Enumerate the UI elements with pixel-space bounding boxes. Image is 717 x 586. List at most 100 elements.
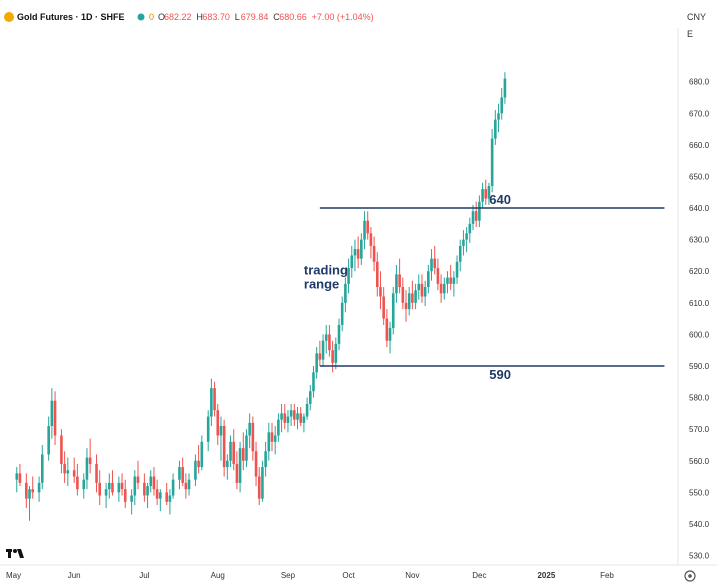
ohlc-label-o: O bbox=[158, 12, 165, 22]
level-lines: 640 590 bbox=[319, 192, 665, 382]
candle bbox=[178, 460, 181, 490]
candle bbox=[82, 473, 86, 499]
candle bbox=[471, 204, 475, 231]
candle bbox=[280, 403, 283, 433]
ohlc-label-h: H bbox=[196, 12, 203, 22]
candle bbox=[283, 403, 287, 430]
candle bbox=[427, 264, 430, 294]
annotation-text: range bbox=[304, 276, 339, 291]
candle bbox=[404, 290, 408, 322]
candle bbox=[143, 473, 146, 502]
gold-symbol-icon bbox=[4, 12, 14, 22]
candle bbox=[257, 467, 261, 505]
status-dot-icon bbox=[137, 13, 145, 21]
y-tick-label: 540.0 bbox=[689, 520, 710, 529]
candle bbox=[487, 182, 491, 205]
candle bbox=[50, 388, 54, 439]
x-tick-label: Nov bbox=[405, 571, 419, 580]
candle bbox=[296, 407, 299, 430]
candle bbox=[391, 287, 395, 335]
candle bbox=[337, 318, 341, 351]
candle bbox=[184, 473, 188, 499]
candle bbox=[53, 391, 57, 445]
candle bbox=[273, 426, 277, 455]
candle bbox=[366, 211, 370, 240]
candle bbox=[98, 470, 102, 505]
candle bbox=[159, 489, 162, 512]
candle bbox=[484, 179, 488, 205]
candle bbox=[187, 473, 191, 496]
candle bbox=[66, 457, 70, 487]
annotation-text: trading bbox=[304, 262, 348, 277]
candle bbox=[222, 419, 226, 477]
candle bbox=[181, 457, 184, 487]
candle bbox=[436, 258, 440, 291]
price-axis[interactable]: 530.0 540.0 550.0 560.0 570.0 580.0 590.0 600.0… bbox=[689, 78, 710, 561]
candle bbox=[130, 489, 133, 515]
candle bbox=[200, 435, 204, 471]
candle bbox=[245, 429, 248, 468]
y-tick-label: 570.0 bbox=[689, 425, 710, 434]
candle bbox=[372, 236, 376, 272]
badge: 0 bbox=[149, 12, 154, 22]
candle bbox=[423, 280, 427, 306]
y-tick-label: 620.0 bbox=[689, 267, 710, 276]
x-tick-label: Aug bbox=[211, 571, 225, 580]
candle bbox=[219, 416, 223, 461]
candle bbox=[155, 479, 159, 505]
ohlc-value-2: 679.84 bbox=[241, 12, 269, 22]
candle bbox=[47, 416, 50, 461]
candle bbox=[299, 407, 303, 427]
candle bbox=[385, 309, 389, 348]
candle bbox=[248, 413, 251, 449]
y-tick-label: 660.0 bbox=[689, 141, 710, 150]
candle bbox=[117, 476, 121, 502]
candle bbox=[494, 110, 497, 145]
candle bbox=[414, 283, 417, 310]
candle bbox=[481, 182, 484, 209]
candle bbox=[277, 413, 280, 442]
ohlc-value-1: 683.70 bbox=[202, 12, 230, 22]
x-tick-label: Oct bbox=[342, 571, 355, 580]
candle bbox=[334, 337, 338, 370]
candle bbox=[468, 217, 472, 243]
candle bbox=[210, 378, 213, 427]
time-axis[interactable]: May Jun Jul Aug Sep Oct Nov Dec 2025 Feb bbox=[6, 571, 614, 580]
candle bbox=[401, 277, 405, 310]
candle bbox=[289, 403, 293, 427]
candle bbox=[497, 103, 500, 133]
candle bbox=[270, 422, 274, 452]
candle bbox=[363, 211, 366, 250]
candle bbox=[312, 365, 315, 398]
candle bbox=[328, 324, 331, 357]
candle bbox=[216, 403, 220, 445]
candle bbox=[315, 347, 318, 379]
x-tick-label: 2025 bbox=[537, 571, 555, 580]
y-tick-label: 670.0 bbox=[689, 109, 710, 118]
candle bbox=[308, 384, 312, 411]
candle bbox=[321, 334, 325, 366]
ohlc-value-3: 680.66 bbox=[279, 12, 307, 22]
candle bbox=[18, 463, 22, 487]
scale-mode-label[interactable]: E bbox=[687, 29, 693, 39]
candle bbox=[356, 236, 360, 269]
candle bbox=[331, 340, 334, 373]
symbol-title[interactable]: Gold Futures · 1D · SHFE bbox=[17, 12, 125, 22]
candle bbox=[232, 429, 236, 471]
ohlc-value-0: 682.22 bbox=[164, 12, 192, 22]
candle bbox=[60, 429, 63, 474]
settings-icon[interactable] bbox=[684, 570, 696, 582]
currency-label[interactable]: CNY bbox=[687, 12, 706, 22]
candle bbox=[350, 245, 354, 278]
candle bbox=[382, 287, 385, 325]
candle bbox=[235, 451, 239, 490]
candle bbox=[452, 271, 456, 297]
candle bbox=[111, 470, 114, 496]
tradingview-logo-icon[interactable] bbox=[6, 549, 24, 558]
candle bbox=[458, 239, 462, 272]
candle bbox=[302, 413, 306, 433]
candle bbox=[238, 441, 242, 493]
